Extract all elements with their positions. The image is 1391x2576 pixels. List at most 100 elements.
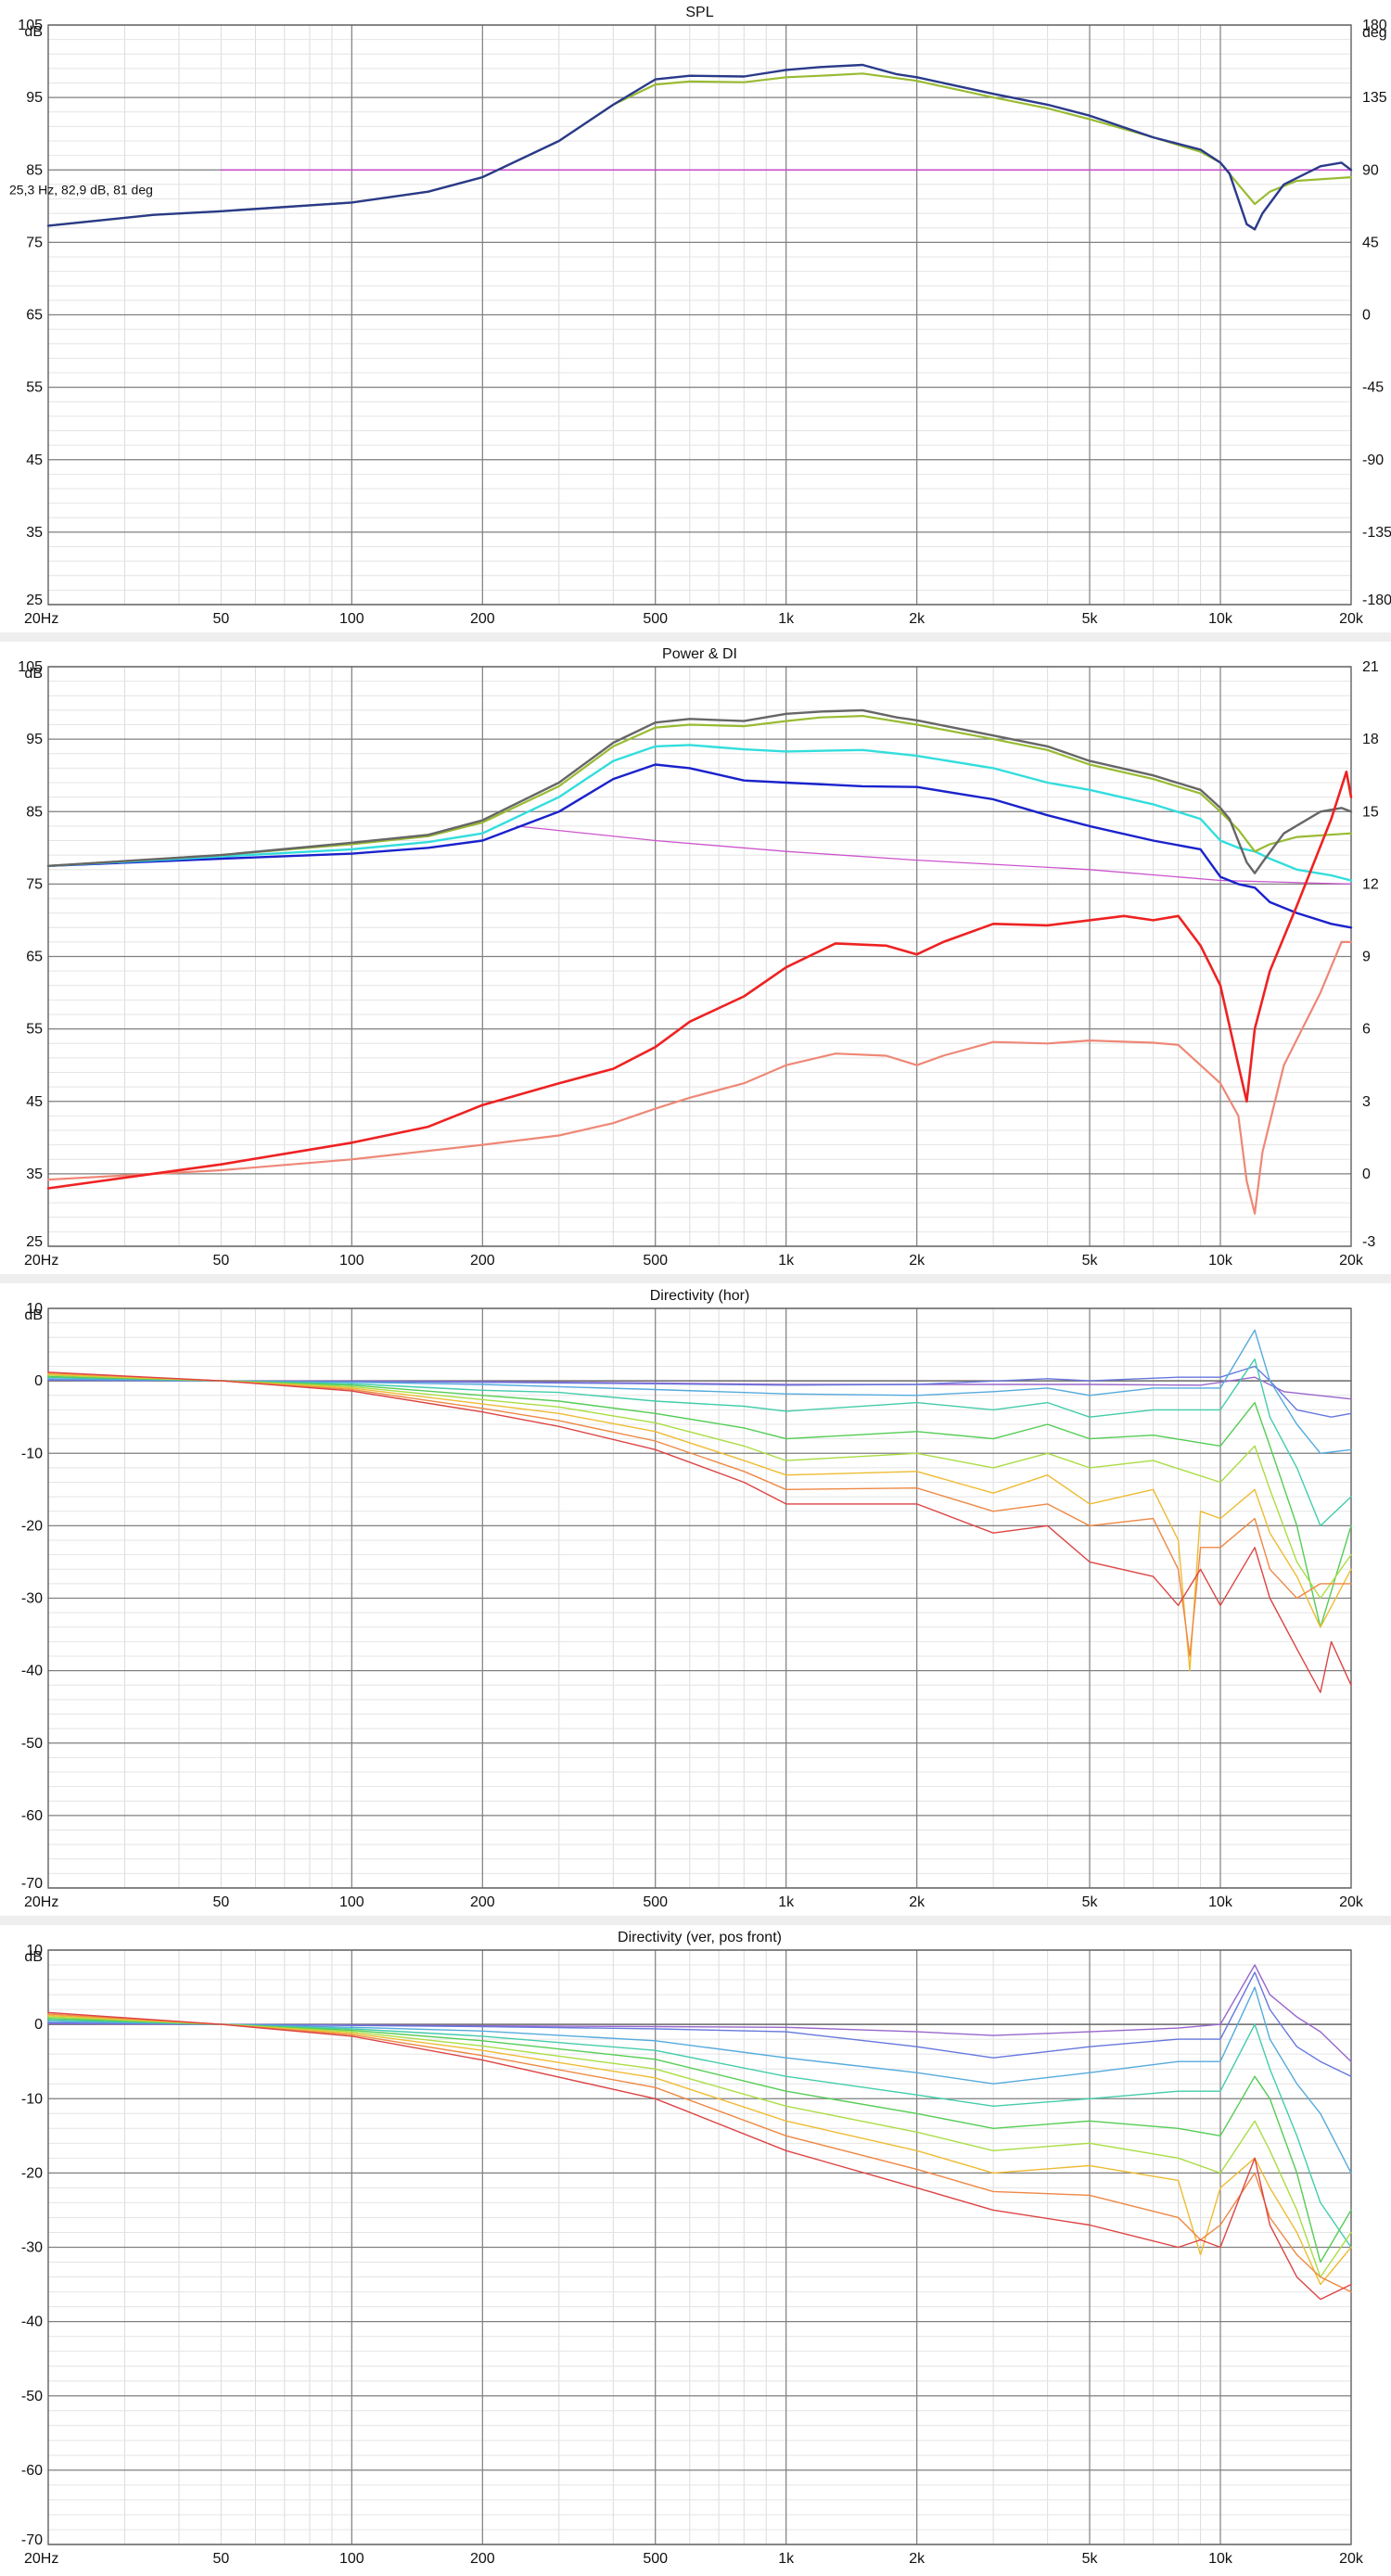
y-tick-label: 65 [26, 308, 43, 324]
spl-chart: SPL 105 95 85 75 65 55 45 35 25 dB 180 135 90 45 0 -45 -9… [9, 5, 1391, 627]
y-tick-label: -60 [21, 2463, 43, 2479]
y-tick-label: -60 [21, 1808, 43, 1824]
x-tick-label: 50 [212, 2551, 229, 2567]
y2-tick-label: 3 [1362, 1094, 1371, 1110]
y-tick-label: 0 [34, 1373, 43, 1389]
y-tick-label: 25 [26, 593, 43, 608]
y-tick-label: -70 [21, 1876, 43, 1892]
x-tick-label: 50 [212, 1253, 229, 1269]
x-tick-label: 10k [1208, 1894, 1233, 1910]
x-tick-label: 50 [212, 1894, 229, 1910]
series-group [47, 1329, 1352, 1693]
y2-tick-label: -135 [1362, 525, 1391, 541]
panel-divider [0, 1274, 1391, 1283]
series-line [47, 2018, 1352, 2264]
y-tick-label: 105 [18, 18, 43, 33]
x-tick-label: 2k [909, 1894, 925, 1910]
y-tick-label: -40 [21, 1664, 43, 1679]
y-tick-label: 55 [26, 380, 43, 396]
x-tick-label: 20k [1339, 2551, 1364, 2567]
y-tick-label: 85 [26, 162, 43, 178]
series-line [47, 2011, 1352, 2301]
series-line [47, 1371, 1352, 1693]
y-tick-label: 75 [26, 235, 43, 250]
y-tick-label: -20 [21, 2165, 43, 2181]
x-tick-label: 100 [339, 1894, 364, 1910]
panel-divider [0, 632, 1391, 642]
y2-tick-label: 15 [1362, 804, 1379, 820]
y2-tick-label: -3 [1362, 1234, 1375, 1250]
y-tick-label: 35 [26, 1167, 43, 1182]
y-tick-label: -20 [21, 1518, 43, 1534]
x-tick-label: 2k [909, 611, 925, 627]
plot-frame [47, 1307, 1352, 1889]
y2-tick-label: 135 [1362, 90, 1387, 106]
series-line [46, 940, 1353, 1215]
x-tick-label: 2k [909, 2551, 925, 2567]
chart-title: Directivity (ver, pos front) [618, 1930, 782, 1945]
x-tick-label: 10k [1208, 611, 1233, 627]
spl-panel: SPL 105 95 85 75 65 55 45 35 25 dB 180 135 90 45 0 -45 -9… [0, 0, 1391, 632]
x-tick-label: 20k [1339, 1253, 1364, 1269]
x-tick-label: 100 [339, 611, 364, 627]
series-group [47, 1964, 1352, 2301]
x-tick-label: 20Hz [24, 1253, 58, 1269]
y-unit-label: dB [24, 24, 43, 40]
y-tick-label: 45 [26, 1094, 43, 1110]
y-unit-label: dB [24, 666, 43, 682]
directivity-hor-panel: Directivity (hor) 10 0 -10 -20 -30 -40 -50 -60 -7… [0, 1283, 1391, 1916]
chart-title: Power & DI [662, 646, 737, 662]
y-tick-label: 35 [26, 525, 43, 541]
y-tick-label: -50 [21, 1736, 43, 1752]
series-line [47, 1375, 1352, 1628]
x-tick-label: 1k [778, 1894, 795, 1910]
series-line [46, 63, 1353, 231]
y-tick-label: 95 [26, 90, 43, 106]
series-line [47, 1371, 1352, 1657]
y-tick-label: -40 [21, 2315, 43, 2330]
x-tick-label: 200 [470, 2551, 495, 2567]
y2-tick-label: -180 [1362, 593, 1391, 608]
panel-divider [0, 1916, 1391, 1925]
x-tick-label: 5k [1082, 2551, 1099, 2567]
plot-frame [47, 24, 1352, 606]
y2-tick-label: 21 [1362, 659, 1379, 675]
x-tick-label: 200 [470, 1894, 495, 1910]
x-tick-label: 5k [1082, 611, 1099, 627]
x-tick-label: 1k [778, 1253, 795, 1269]
series-line [46, 763, 1353, 929]
y-tick-label: 0 [34, 2017, 43, 2033]
series-line [47, 1374, 1352, 1600]
x-tick-label: 5k [1082, 1894, 1099, 1910]
y-unit-label: dB [24, 1307, 43, 1323]
y-tick-label: -30 [21, 2240, 43, 2256]
y-tick-label: 85 [26, 804, 43, 820]
y2-tick-label: -45 [1362, 380, 1384, 396]
series-line [47, 1971, 1352, 2077]
y-tick-label: -10 [21, 1446, 43, 1461]
y-tick-label: -70 [21, 2532, 43, 2548]
series-line [46, 771, 1353, 1190]
y2-tick-label: 0 [1362, 308, 1371, 324]
x-tick-label: 100 [339, 2551, 364, 2567]
x-tick-label: 50 [212, 611, 229, 627]
x-tick-label: 500 [643, 611, 668, 627]
plot-frame [47, 666, 1352, 1247]
y2-tick-label: 180 [1362, 18, 1387, 33]
series-line [47, 2014, 1352, 2286]
power-di-chart: Power & DI 105 95 85 75 65 55 45 35 25 dB 21 18 15 12 9… [18, 646, 1379, 1269]
x-tick-label: 200 [470, 1253, 495, 1269]
series-line [46, 708, 1353, 874]
y2-tick-label: 12 [1362, 876, 1379, 892]
y-tick-label: 25 [26, 1234, 43, 1250]
x-tick-label: 10k [1208, 2551, 1233, 2567]
x-tick-label: 20Hz [24, 2551, 58, 2567]
series-group [46, 63, 1353, 231]
series-line [47, 2013, 1352, 2293]
series-line [47, 1365, 1352, 1418]
series-line [47, 1329, 1352, 1454]
chart-title: SPL [685, 5, 713, 20]
x-tick-label: 200 [470, 611, 495, 627]
y-tick-label: -10 [21, 2091, 43, 2107]
